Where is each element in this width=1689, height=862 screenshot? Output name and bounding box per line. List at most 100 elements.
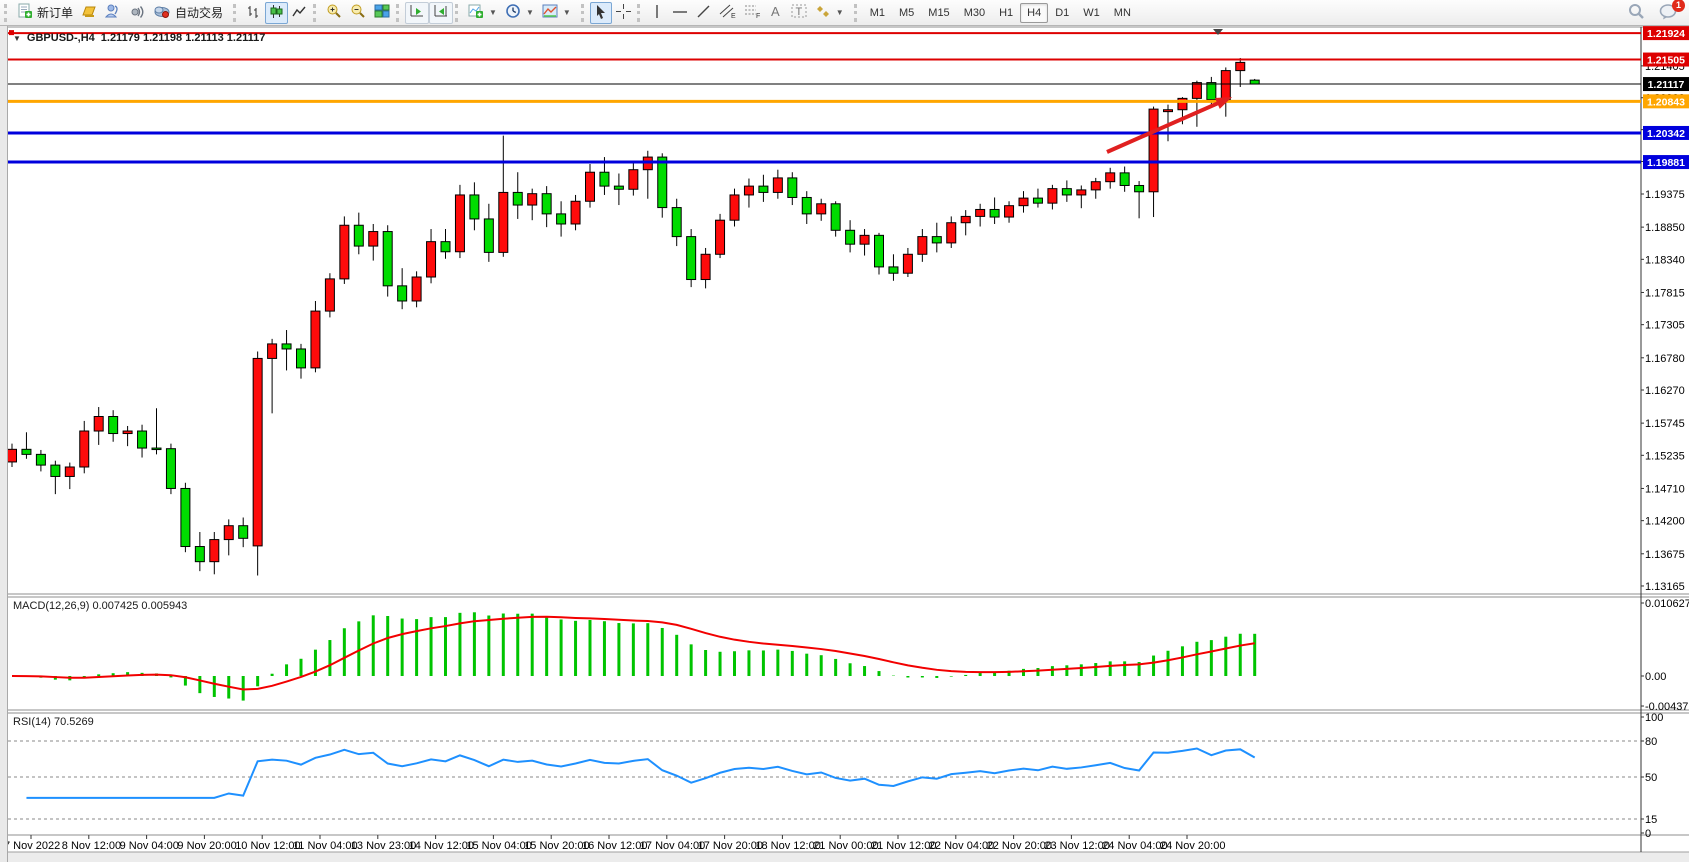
tf-m30-button[interactable]: M30 <box>963 6 986 19</box>
chart-ohlc-header: ▼ GBPUSD-,H4 1.21179 1.21198 1.21113 1.2… <box>13 32 265 44</box>
toolbar-group-chart: ▼ ▼ ▼ <box>229 0 577 26</box>
tf-m1-button[interactable]: M1 <box>869 6 885 19</box>
text-label-button[interactable]: T <box>787 2 812 24</box>
chart-shift-button[interactable] <box>429 1 454 24</box>
svg-text:1.13675: 1.13675 <box>1645 549 1685 561</box>
cursor-button[interactable] <box>589 1 612 24</box>
market-watch-button[interactable] <box>101 2 125 24</box>
templates-button[interactable]: ▼ <box>538 2 575 24</box>
templates-icon <box>542 3 558 22</box>
crosshair-button[interactable] <box>612 2 635 24</box>
svg-text:21 Nov 12:00: 21 Nov 12:00 <box>871 840 936 852</box>
bar-chart-button[interactable] <box>242 2 265 24</box>
svg-text:1.21505: 1.21505 <box>1647 55 1685 67</box>
svg-text:A: A <box>771 4 780 19</box>
periods-button[interactable]: ▼ <box>501 2 538 24</box>
toolbar-grip[interactable] <box>636 3 642 22</box>
zoom-out-button[interactable] <box>346 2 370 24</box>
search-button[interactable] <box>1624 2 1649 24</box>
zoom-in-button[interactable] <box>322 2 346 24</box>
tf-h4-button[interactable]: H4 <box>1020 2 1049 23</box>
chart-canvas[interactable]: 1.214051.209001.203951.198901.193751.188… <box>0 26 1689 862</box>
vertical-line-button[interactable] <box>646 2 668 24</box>
tf-mn-button[interactable]: MN <box>1113 6 1131 19</box>
toolbar-grip[interactable] <box>396 3 401 22</box>
svg-text:15 Nov 20:00: 15 Nov 20:00 <box>524 840 589 852</box>
text-button[interactable]: A <box>765 2 787 24</box>
equidistant-channel-button[interactable]: E <box>715 2 740 24</box>
indicators-button[interactable]: ▼ <box>464 2 501 24</box>
svg-text:1.20843: 1.20843 <box>1647 96 1685 108</box>
notification-badge: 1 <box>1672 0 1685 12</box>
vertical-line-icon <box>652 4 662 22</box>
autotrading-button[interactable]: 自动交易 <box>149 2 227 24</box>
news-button[interactable] <box>125 2 149 24</box>
tile-windows-button[interactable] <box>370 2 394 24</box>
auto-scroll-button[interactable] <box>405 1 430 24</box>
fibonacci-icon: F <box>744 3 761 22</box>
search-icon <box>1628 3 1645 23</box>
svg-text:80: 80 <box>1645 736 1657 748</box>
trend-arrow[interactable] <box>1106 99 1224 154</box>
dropdown-arrow-icon: ▼ <box>489 8 497 17</box>
svg-text:100: 100 <box>1645 712 1663 724</box>
tf-m5-button[interactable]: M5 <box>899 6 915 19</box>
status-strip <box>0 852 1689 862</box>
zoom-in-icon <box>326 3 342 22</box>
svg-text:18 Nov 12:00: 18 Nov 12:00 <box>755 840 820 852</box>
toolbar-grip[interactable] <box>233 3 238 22</box>
horizontal-line-button[interactable] <box>668 2 692 24</box>
svg-text:9 Nov 20:00: 9 Nov 20:00 <box>177 840 236 852</box>
tf-d1-button[interactable]: D1 <box>1055 6 1070 19</box>
svg-text:15: 15 <box>1645 814 1657 826</box>
svg-text:13 Nov 23:00: 13 Nov 23:00 <box>351 840 416 852</box>
line-chart-button[interactable] <box>288 2 311 24</box>
toolbar-grip[interactable] <box>455 3 460 22</box>
svg-text:23 Nov 12:00: 23 Nov 12:00 <box>1044 840 1109 852</box>
new-order-icon <box>17 3 33 22</box>
indicators-icon <box>468 3 484 22</box>
horizontal-line-icon <box>672 6 688 20</box>
toolbar-grip[interactable] <box>4 3 9 22</box>
dropdown-arrow-icon: ▼ <box>525 8 534 17</box>
candlestick-chart-button[interactable] <box>265 1 289 24</box>
chat-button[interactable]: 1 <box>1655 0 1685 24</box>
tf-h1-button[interactable]: H1 <box>999 6 1014 19</box>
macd-values: 0.007425 0.005943 <box>92 600 188 612</box>
arrows-icon <box>816 4 831 22</box>
svg-text:17 Nov 04:00: 17 Nov 04:00 <box>640 840 705 852</box>
chart-shift-marker[interactable] <box>1213 29 1223 35</box>
svg-text:10 Nov 12:00: 10 Nov 12:00 <box>235 840 300 852</box>
svg-text:22 Nov 04:00: 22 Nov 04:00 <box>929 840 994 852</box>
new-order-button[interactable]: 新订单 <box>13 2 77 24</box>
line-chart-icon <box>292 4 307 22</box>
time-axis: 7 Nov 2022 8 Nov 12:009 Nov 04:009 Nov 20… <box>4 835 1225 852</box>
cursor-icon <box>594 4 608 22</box>
toolbar-grip[interactable] <box>853 3 859 22</box>
tile-windows-icon <box>374 3 390 22</box>
svg-text:21 Nov 00:00: 21 Nov 00:00 <box>813 840 878 852</box>
window-left-edge <box>0 26 8 862</box>
macd-indicator-header: MACD(12,26,9) 0.007425 0.005943 <box>13 600 187 612</box>
hline-anchor-marker <box>9 30 14 36</box>
rsi-line <box>26 747 1256 799</box>
fibonacci-button[interactable]: F <box>740 2 765 24</box>
chart-collapse-icon[interactable]: ▼ <box>13 33 21 43</box>
toolbar-grip[interactable] <box>580 3 586 22</box>
svg-text:7 Nov 2022: 7 Nov 2022 <box>4 840 60 852</box>
arrows-button[interactable]: ▼ <box>812 2 848 24</box>
toolbar-grip[interactable] <box>313 3 318 22</box>
tf-m15-button[interactable]: M15 <box>928 6 950 19</box>
tf-w1-button[interactable]: W1 <box>1083 6 1100 19</box>
svg-text:24 Nov 04:00: 24 Nov 04:00 <box>1102 840 1167 852</box>
zoom-out-icon <box>350 3 366 22</box>
trendline-icon <box>696 4 711 22</box>
toolbar-group-objects: E F A T ▼ <box>577 0 850 26</box>
svg-text:0: 0 <box>1645 828 1651 840</box>
equidistant-channel-icon: E <box>719 3 736 22</box>
profiles-button[interactable] <box>77 2 101 24</box>
crosshair-icon <box>615 3 631 22</box>
svg-text:1.13165: 1.13165 <box>1645 581 1685 593</box>
trendline-button[interactable] <box>692 2 715 24</box>
